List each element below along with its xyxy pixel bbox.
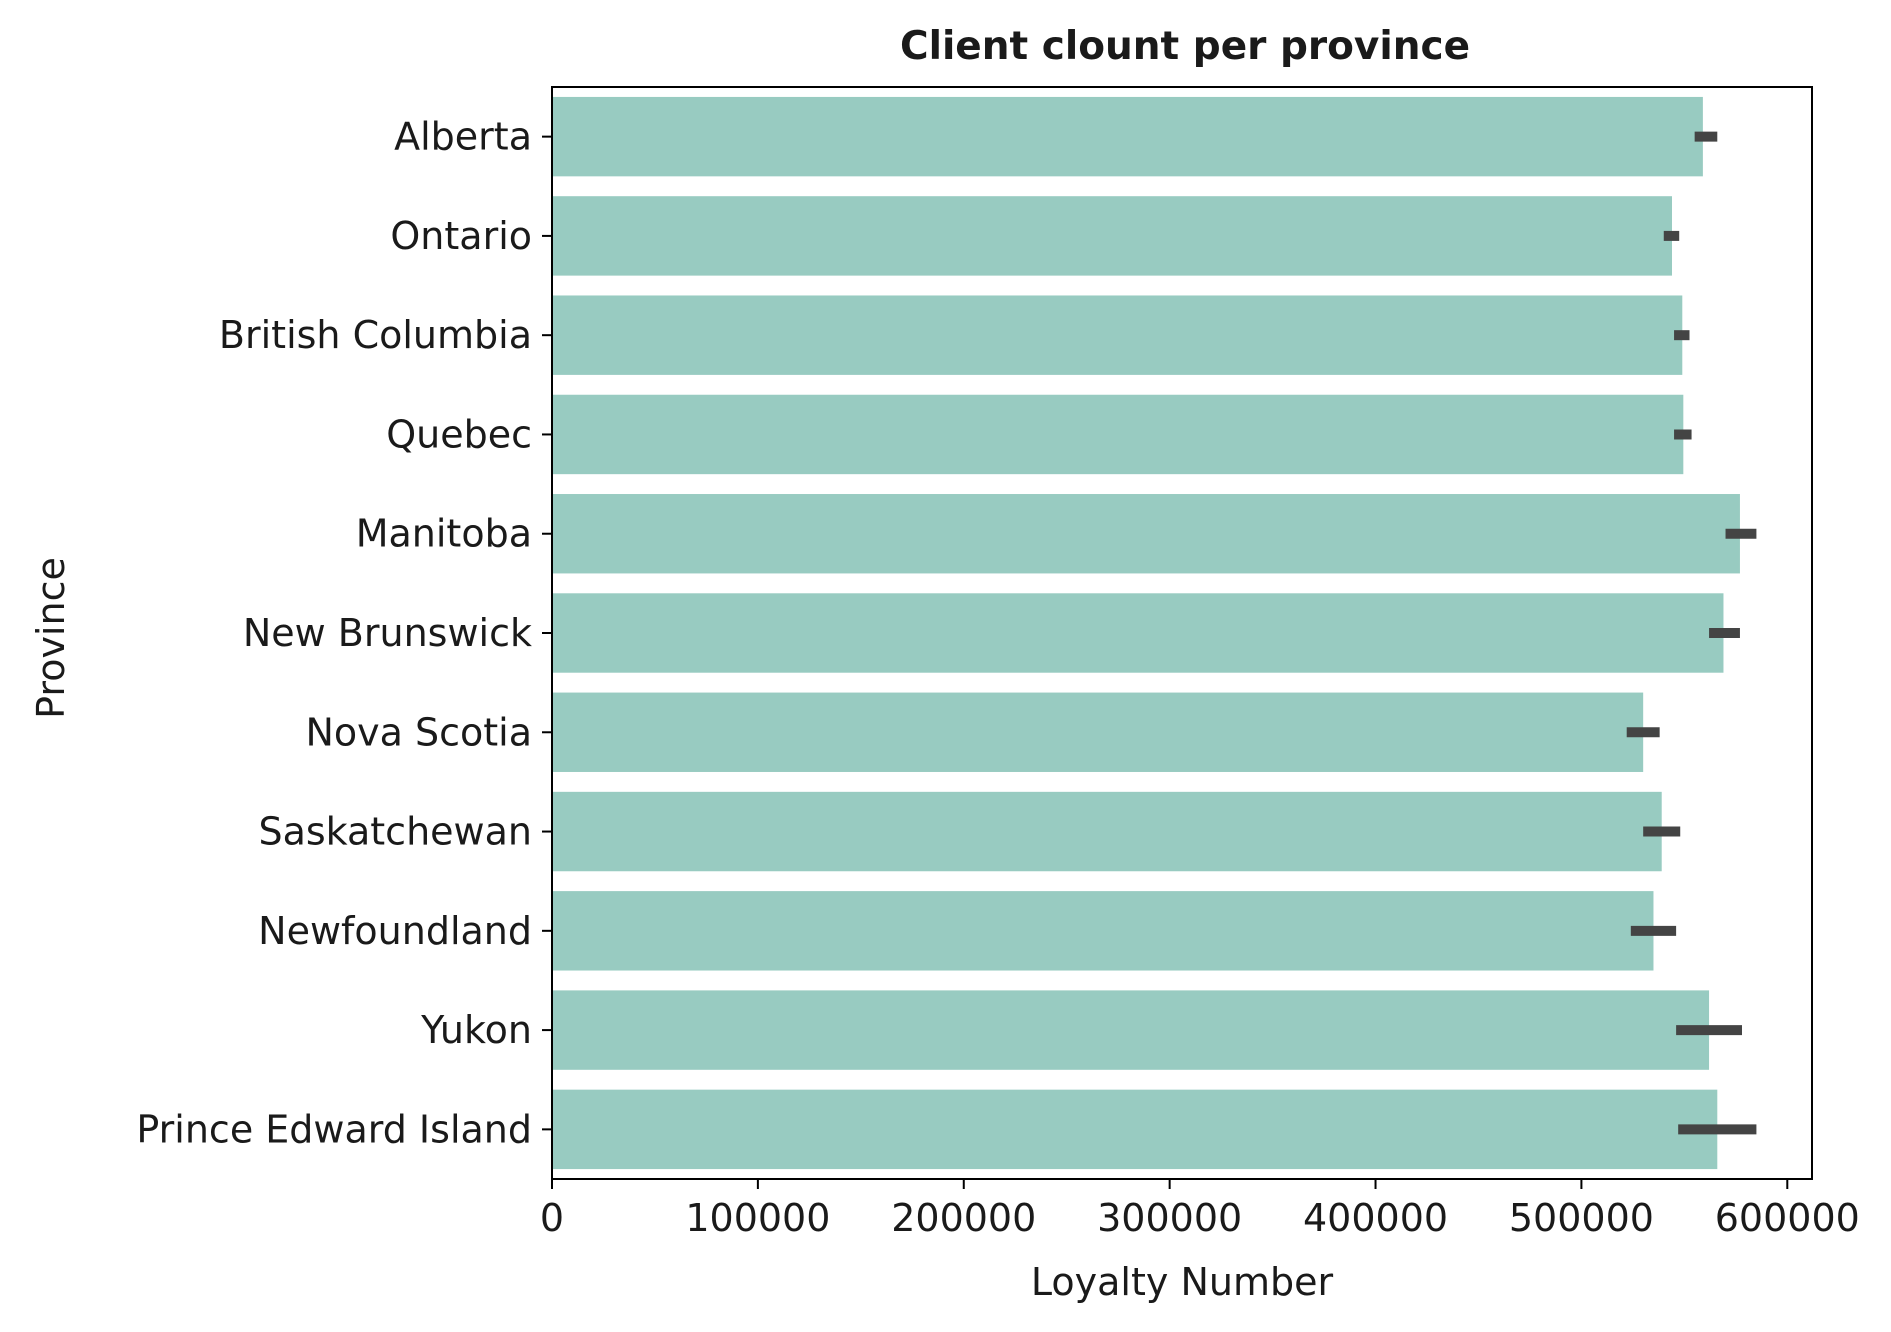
bars-layer	[552, 96, 1740, 1170]
bar	[552, 593, 1724, 673]
x-tick-label: 600000	[1715, 1196, 1860, 1240]
x-tick-label: 0	[540, 1196, 564, 1240]
bar	[552, 791, 1662, 872]
plot-frame	[551, 86, 1813, 1180]
y-tick-label: Ontario	[390, 214, 532, 258]
error-bars-layer	[1626, 131, 1757, 1135]
y-tick-label: Quebec	[386, 412, 532, 456]
bar	[552, 196, 1672, 276]
x-tick-label: 500000	[1509, 1196, 1654, 1240]
x-axis-label: Loyalty Number	[1031, 1260, 1334, 1304]
x-axis-ticks: 0 100000 200000 300000 400000 500000 600000	[540, 1179, 1860, 1240]
y-axis-label: Province	[29, 557, 73, 719]
bar	[552, 494, 1740, 574]
y-axis-ticks: Alberta Ontario British Columbia Quebec Mani…	[136, 115, 552, 1151]
bar	[552, 891, 1654, 971]
chart-title: Client clount per province	[900, 24, 1470, 69]
y-tick-label: Prince Edward Island	[136, 1107, 532, 1151]
y-tick-label: Nova Scotia	[305, 710, 532, 754]
x-tick-label: 400000	[1303, 1196, 1448, 1240]
x-tick-label: 300000	[1097, 1196, 1242, 1240]
bar	[552, 394, 1684, 475]
y-tick-label: New Brunswick	[243, 611, 532, 655]
x-tick-label: 100000	[685, 1196, 830, 1240]
y-tick-label: Alberta	[394, 115, 532, 159]
bar	[552, 692, 1644, 772]
bar	[552, 1089, 1718, 1170]
y-tick-label: British Columbia	[219, 313, 532, 357]
bar	[552, 990, 1710, 1070]
y-tick-label: Yukon	[420, 1008, 532, 1052]
y-tick-label: Manitoba	[356, 512, 532, 556]
bar	[552, 295, 1683, 375]
y-tick-label: Newfoundland	[258, 909, 532, 953]
bar	[552, 96, 1703, 177]
y-tick-label: Saskatchewan	[258, 810, 532, 854]
x-tick-label: 200000	[891, 1196, 1036, 1240]
